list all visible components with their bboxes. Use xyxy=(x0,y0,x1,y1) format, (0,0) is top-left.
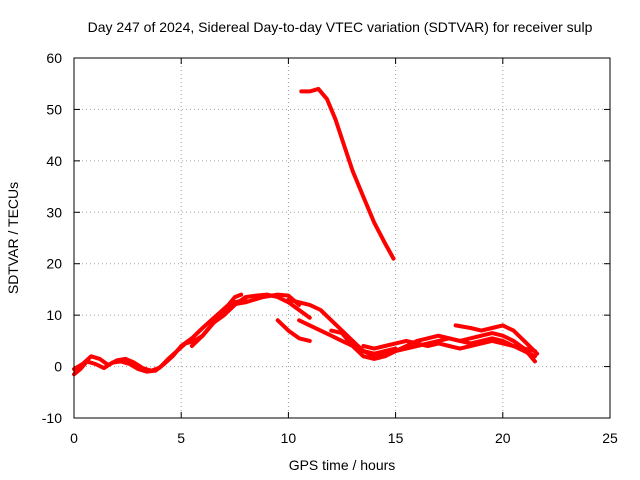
y-axis-label: SDTVAR / TECUs xyxy=(5,182,21,294)
series-arc-11 xyxy=(299,86,396,261)
series-arc-5 xyxy=(275,318,312,343)
plot-frame xyxy=(73,57,611,419)
y-tick-label: 10 xyxy=(46,307,62,323)
series-arc-6 xyxy=(286,297,398,356)
x-tick-label: 0 xyxy=(70,430,78,446)
x-tick-label: 10 xyxy=(281,430,297,446)
x-tick-label: 20 xyxy=(495,430,511,446)
series-arc-3 xyxy=(189,292,312,348)
series-arc-10 xyxy=(453,323,540,356)
y-tick-label: 30 xyxy=(46,204,62,220)
series-arc-7 xyxy=(297,318,537,359)
y-tick-label: 20 xyxy=(46,256,62,272)
tick-labels: 0 5 10 15 20 25 -10 0 10 20 30 40 50 60 xyxy=(42,50,618,446)
data-series xyxy=(72,86,540,377)
series-arc-1 xyxy=(72,292,244,377)
x-tick-label: 15 xyxy=(388,430,404,446)
y-tick-label: 0 xyxy=(54,359,62,375)
series-arc-4 xyxy=(228,292,302,307)
x-axis-label: GPS time / hours xyxy=(289,457,396,473)
axis-ticks xyxy=(73,57,611,419)
y-tick-label: -10 xyxy=(42,410,62,426)
x-tick-label: 25 xyxy=(602,430,618,446)
series-arc-9 xyxy=(361,338,537,354)
y-tick-label: 50 xyxy=(46,101,62,117)
chart-title: Day 247 of 2024, Sidereal Day-to-day VTE… xyxy=(88,19,593,35)
y-tick-label: 40 xyxy=(46,153,62,169)
x-tick-label: 5 xyxy=(177,430,185,446)
series-arc-8 xyxy=(329,328,537,364)
y-tick-label: 60 xyxy=(46,50,62,66)
grid xyxy=(74,58,610,418)
